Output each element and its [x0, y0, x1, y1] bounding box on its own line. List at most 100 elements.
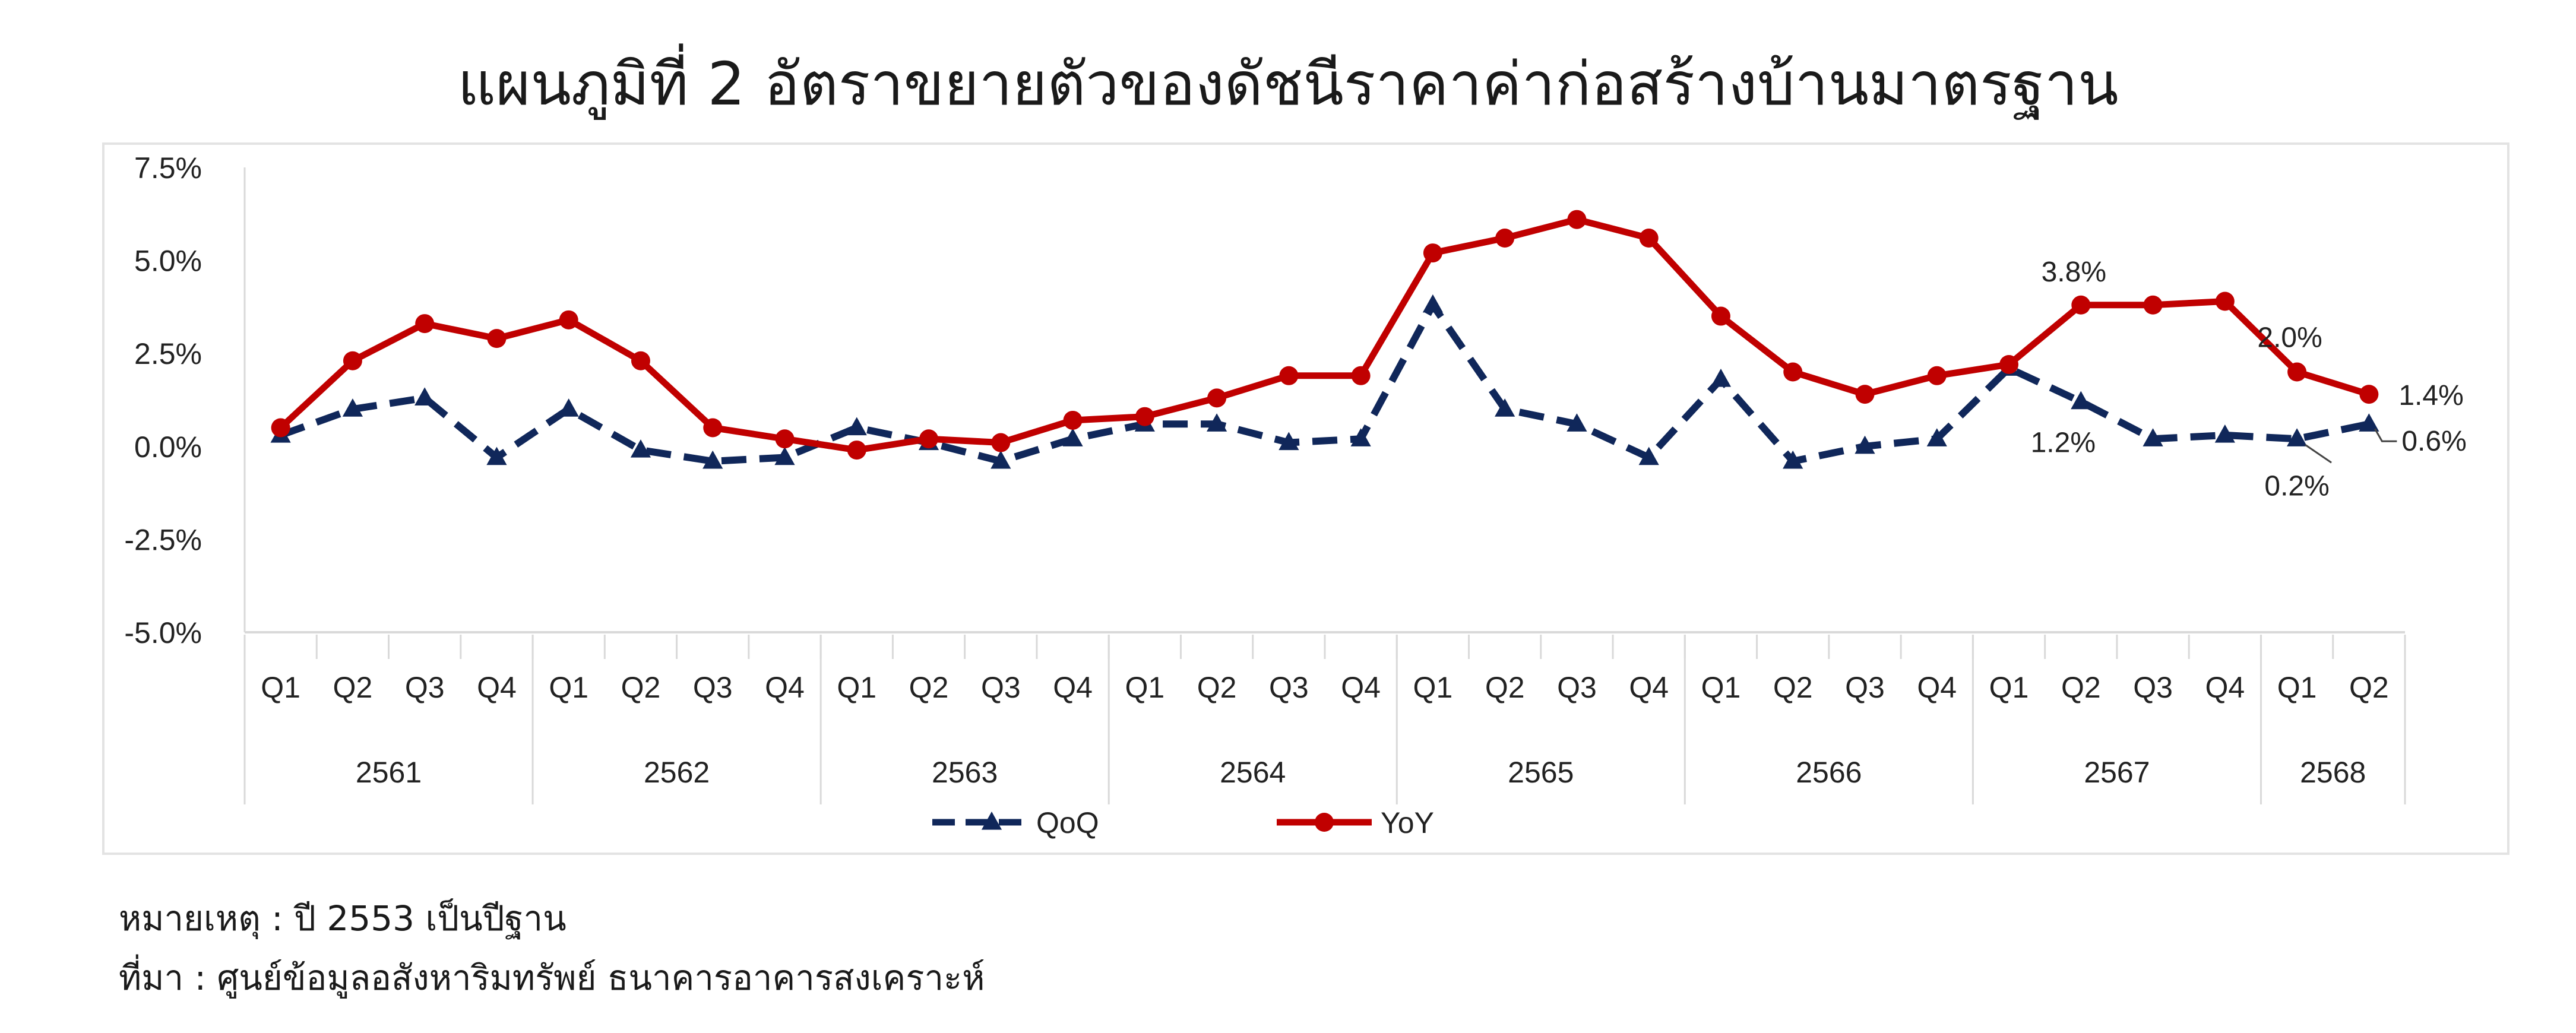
- data-point: [702, 450, 723, 469]
- data-point: [774, 446, 795, 465]
- annotation-leader: [2374, 428, 2397, 442]
- data-point: [1495, 398, 1515, 417]
- data-point: [1567, 413, 1587, 432]
- legend-marker: [981, 812, 1002, 830]
- data-point: [2287, 362, 2307, 382]
- data-point: [631, 351, 650, 370]
- year-label: 2566: [1796, 756, 1862, 789]
- data-point: [1351, 366, 1371, 385]
- data-point: [846, 417, 867, 436]
- data-point: [1279, 366, 1299, 385]
- x-tick-label: Q4: [477, 671, 517, 704]
- data-point: [990, 450, 1011, 469]
- data-point: [2071, 391, 2091, 410]
- x-tick-label: Q1: [1989, 671, 2029, 704]
- grid-lines: [243, 167, 2405, 633]
- year-label: 2567: [2084, 756, 2150, 789]
- x-tick-label: Q3: [693, 671, 733, 704]
- series-line-qoq: [279, 301, 2370, 465]
- data-point: [1278, 432, 1299, 451]
- y-tick-label: -5.0%: [124, 616, 202, 649]
- data-point: [1063, 410, 1083, 430]
- x-tick-label: Q4: [1917, 671, 1957, 704]
- data-point: [1639, 229, 1659, 248]
- year-label: 2563: [932, 756, 998, 789]
- data-point: [1926, 428, 1947, 446]
- data-point: [2287, 428, 2308, 446]
- y-tick-label: -2.5%: [124, 523, 202, 556]
- x-tick-label: Q2: [2349, 671, 2389, 704]
- x-tick-label: Q4: [1341, 671, 1381, 704]
- data-point: [414, 387, 435, 405]
- x-axis: Q1 Q2 Q3 Q4 Q1 Q2 Q3 Q4 Q1 Q2 Q3 Q4 Q1 Q2 Q3 Q4 Q1 Q2 Q3 Q4…: [243, 635, 2406, 804]
- footnote-base-year: หมายเหตุ : ปี 2553 เป็นปีฐาน: [119, 898, 567, 939]
- y-tick-label: 0.0%: [134, 430, 202, 464]
- data-point: [343, 351, 362, 370]
- legend-item-qoq: QoQ: [932, 806, 1099, 839]
- annotations: 3.8% 2.0% 1.4% 1.2% 0.2% 0.6%: [2031, 256, 2467, 502]
- x-tick-label: Q1: [2277, 671, 2317, 704]
- year-label: 2568: [2300, 756, 2366, 789]
- data-label: 1.2%: [2031, 427, 2096, 459]
- x-tick-label: Q1: [1413, 671, 1453, 704]
- x-tick-label: Q1: [261, 671, 300, 704]
- data-label: 1.4%: [2398, 380, 2463, 411]
- data-point: [703, 418, 723, 438]
- x-tick-label: Q2: [333, 671, 373, 704]
- x-tick-label: Q2: [621, 671, 661, 704]
- data-point: [919, 429, 939, 449]
- data-point: [559, 310, 578, 329]
- legend: QoQ YoY: [932, 806, 1434, 839]
- x-tick-label: Q4: [765, 671, 805, 704]
- data-point: [1422, 294, 1443, 313]
- x-tick-label: Q4: [1053, 671, 1093, 704]
- data-point: [2143, 295, 2163, 315]
- data-point: [1567, 210, 1587, 229]
- data-point: [1638, 446, 1659, 465]
- chart-frame: [102, 142, 2509, 855]
- data-point: [1855, 385, 1875, 404]
- data-point: [775, 429, 795, 449]
- data-label: 3.8%: [2042, 256, 2106, 288]
- data-point: [1350, 428, 1371, 446]
- x-tick-label: Q1: [549, 671, 588, 704]
- y-tick-label: 5.0%: [134, 245, 202, 278]
- data-point: [415, 314, 435, 334]
- x-tick-label: Q3: [1845, 671, 1885, 704]
- data-point: [1927, 366, 1947, 385]
- footnote-source: ที่มา : ศูนย์ข้อมูลอสังหาริมทรัพย์ ธนาคา…: [119, 958, 985, 998]
- legend-label: YoY: [1381, 806, 1434, 839]
- x-tick-label: Q1: [1701, 671, 1741, 704]
- x-tick-label: Q1: [837, 671, 876, 704]
- x-tick-label: Q2: [1197, 671, 1237, 704]
- data-point: [2143, 428, 2163, 446]
- data-point: [487, 329, 507, 348]
- x-tick-label: Q1: [1125, 671, 1164, 704]
- data-label: 2.0%: [2257, 322, 2322, 354]
- data-point: [1135, 407, 1154, 426]
- x-tick-label: Q3: [981, 671, 1021, 704]
- series-qoq: [270, 294, 2379, 469]
- data-label: 0.2%: [2264, 470, 2329, 502]
- data-point: [271, 418, 290, 438]
- series-line-yoy: [277, 216, 2372, 454]
- x-tick-label: Q4: [2205, 671, 2245, 704]
- data-point: [2359, 385, 2379, 404]
- x-tick-label: Q2: [1773, 671, 1813, 704]
- series-yoy: [271, 210, 2379, 460]
- y-axis-ticks: 7.5% 5.0% 2.5% 0.0% -2.5% -5.0%: [124, 151, 202, 649]
- y-tick-label: 2.5%: [134, 337, 202, 370]
- data-point: [1495, 229, 1515, 248]
- data-point: [2071, 295, 2091, 315]
- data-point: [342, 398, 363, 417]
- series-layer: [270, 210, 2379, 469]
- x-tick-label: Q2: [909, 671, 949, 704]
- data-point: [2359, 413, 2379, 432]
- x-tick-label: Q2: [1485, 671, 1525, 704]
- data-point: [630, 439, 651, 458]
- data-point: [486, 446, 507, 465]
- year-label: 2564: [1220, 756, 1286, 789]
- data-point: [558, 398, 579, 417]
- legend-marker: [1315, 813, 1334, 832]
- data-point: [1783, 450, 1803, 469]
